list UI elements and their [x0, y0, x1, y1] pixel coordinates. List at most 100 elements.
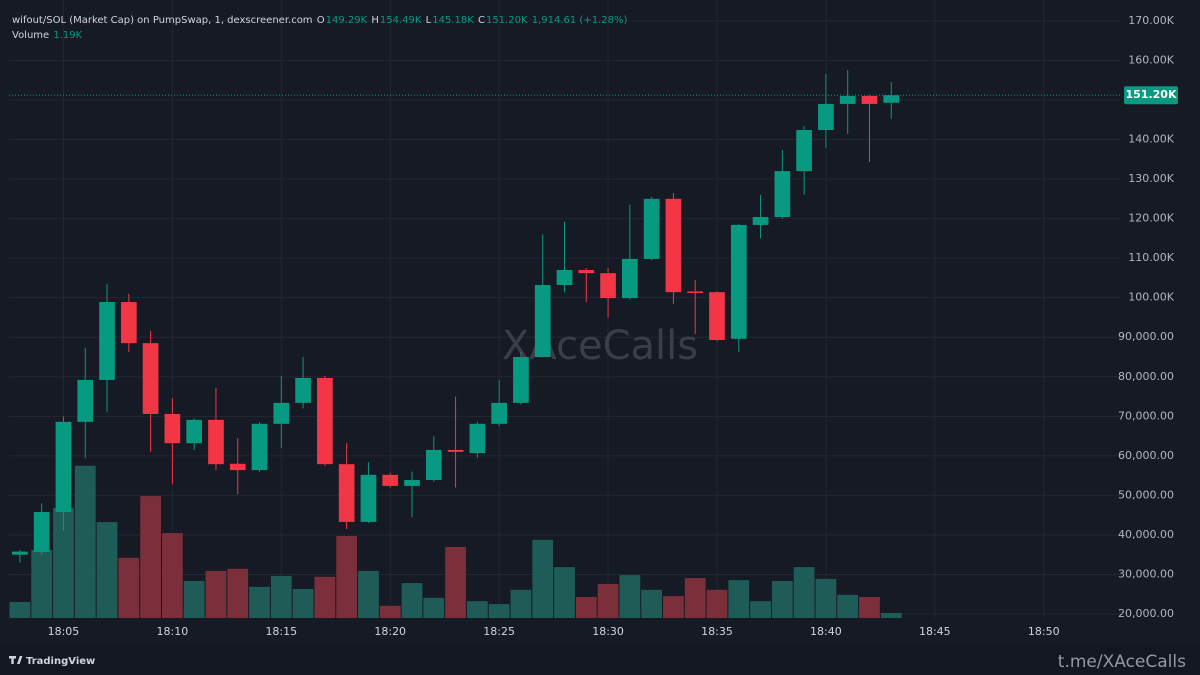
- source: t.me/XAceCalls: [1058, 652, 1186, 672]
- y-tick-label: 170.00K: [1128, 14, 1174, 27]
- volume-bar: [750, 601, 771, 618]
- high: 154.49K: [379, 15, 422, 26]
- volume-bar: [466, 601, 488, 618]
- volume-bar: [401, 583, 423, 618]
- watermark: XAceCalls: [502, 323, 698, 369]
- candle-body: [360, 474, 377, 522]
- candle-body: [404, 479, 420, 486]
- candle-body: [796, 130, 812, 172]
- volume-bar: [575, 596, 597, 618]
- volume-bar: [292, 588, 314, 618]
- symbol: wifout/SOL (Market Cap) on PumpSwap, 1, …: [12, 15, 313, 26]
- candle-body: [839, 96, 856, 104]
- x-tick-label: 18:35: [701, 625, 733, 638]
- x-tick-label: 18:10: [157, 625, 189, 638]
- candle-body: [142, 343, 159, 414]
- low: 145.18K: [432, 15, 474, 26]
- candle-body: [425, 449, 442, 480]
- volume-bar: [597, 583, 619, 618]
- candle-body: [12, 551, 28, 555]
- volume-bar: [183, 580, 205, 618]
- volume-bar: [53, 507, 74, 618]
- volume: 1.19K: [53, 30, 83, 41]
- y-tick-label: 50,000.00: [1118, 488, 1174, 501]
- x-tick-label: 18:45: [919, 625, 951, 638]
- legend: wifout/SOL (Market Cap) on PumpSwap, 1, …: [12, 13, 628, 43]
- candle-body: [534, 285, 551, 357]
- candle-body: [491, 402, 507, 424]
- volume-bar: [96, 522, 118, 618]
- c-label: C: [477, 15, 485, 26]
- y-tick-label: 110.00K: [1128, 251, 1174, 264]
- candle-body: [447, 449, 464, 452]
- y-tick-label: 60,000.00: [1118, 449, 1174, 462]
- volume-bar: [619, 575, 641, 618]
- candle-body: [33, 512, 50, 552]
- candle-body: [164, 413, 181, 444]
- volume-bar: [728, 580, 750, 618]
- volume-bar: [161, 533, 183, 618]
- candle-body: [186, 419, 203, 444]
- h-label: H: [371, 15, 379, 26]
- y-tick-label: 30,000.00: [1118, 568, 1174, 581]
- candle-body: [861, 96, 878, 104]
- candle-body: [730, 224, 747, 339]
- candle-body: [338, 464, 355, 522]
- candle-body: [295, 377, 311, 403]
- volume-bar: [358, 570, 379, 618]
- volume-bar: [880, 612, 902, 618]
- y-tick-label: 70,000.00: [1118, 409, 1174, 422]
- volume-bar: [706, 589, 728, 618]
- o-label: O: [316, 15, 325, 26]
- candle-body: [752, 217, 769, 225]
- candle-body: [643, 198, 660, 259]
- volume-bar: [118, 557, 140, 618]
- volume-bar: [663, 596, 684, 618]
- volume-bar: [74, 465, 96, 618]
- volume-bar: [684, 578, 706, 618]
- volume-bar: [837, 594, 859, 618]
- candle-body: [818, 103, 834, 131]
- candle-body: [883, 95, 900, 103]
- candle-body: [382, 474, 399, 486]
- volume-bar: [554, 567, 575, 618]
- legend-price: wifout/SOL (Market Cap) on PumpSwap, 1, …: [12, 13, 628, 28]
- volume-bar: [314, 576, 336, 618]
- volume-bar: [641, 589, 663, 618]
- volume-bar: [859, 596, 880, 618]
- y-tick-label: 160.00K: [1128, 53, 1174, 66]
- volume-label: Volume: [12, 30, 50, 41]
- y-tick-label: 130.00K: [1128, 172, 1174, 185]
- candle-body: [229, 463, 246, 471]
- volume-bar: [379, 605, 401, 618]
- logo-icon: [8, 656, 23, 664]
- y-tick-label: 40,000.00: [1118, 528, 1174, 541]
- volume-bar: [423, 597, 445, 618]
- candle-body: [120, 302, 137, 344]
- volume-bar: [445, 546, 466, 618]
- volume-bar: [31, 549, 53, 618]
- candle-body: [208, 419, 224, 465]
- x-tick-label: 18:05: [48, 625, 80, 638]
- volume-bar: [9, 602, 31, 618]
- volume-bar: [532, 539, 554, 618]
- candle-body: [578, 270, 595, 274]
- candle-body: [622, 258, 638, 299]
- candle-body: [600, 273, 616, 299]
- candle-body: [513, 357, 529, 403]
- y-tick-label: 80,000.00: [1118, 370, 1174, 383]
- y-tick-label: 120.00K: [1128, 212, 1174, 225]
- y-tick-label: 90,000.00: [1118, 330, 1174, 343]
- volume-bar: [793, 567, 815, 618]
- candle-body: [774, 171, 791, 218]
- candle-body: [55, 421, 72, 513]
- candle-body: [273, 402, 290, 424]
- volume-bar: [771, 580, 793, 618]
- volume-bar: [488, 604, 510, 618]
- candle-body: [469, 423, 486, 454]
- volume-bar: [205, 570, 227, 618]
- candle-body: [665, 198, 682, 293]
- volume-bar: [336, 535, 358, 618]
